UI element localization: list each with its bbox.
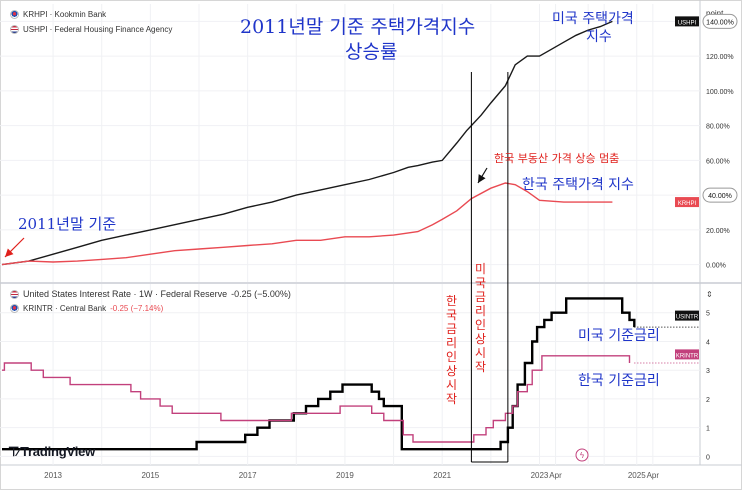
top-ytick-label: 80.00% <box>706 124 730 131</box>
bottom-ytick-label: 5 <box>706 311 710 318</box>
annotation-us-hike-vertical: 미국금리인상시작 <box>475 262 487 374</box>
annotation-title-line1: 2011년말 기준 주택가격지수 <box>240 16 476 38</box>
annotation-kr-hike-vertical: 한국 금리인상 시작 <box>446 294 458 406</box>
bottom-ytick-label: 4 <box>706 339 710 346</box>
arrow-base-2011-head <box>5 248 14 257</box>
xtick-label: 2013 <box>44 471 62 480</box>
step-line-krintr <box>2 355 631 443</box>
krintr-price-tag: KRINTR <box>676 353 699 359</box>
legend-value-usintr: -0.25 (−5.00%) <box>231 289 291 299</box>
tradingview-logo-icon: ⊤⁄ <box>8 444 19 459</box>
krhpi-last-value: 40.00% <box>708 193 732 200</box>
us-flag-icon <box>10 289 19 299</box>
annotation-kr-index: 한국 주택가격 지수 <box>522 177 634 193</box>
bottom-ytick-label: 3 <box>706 368 710 375</box>
top-ytick-label: 20.00% <box>706 228 730 235</box>
top-ytick-label: 100.00% <box>706 89 734 96</box>
usintr-price-tag: USINTR <box>676 315 699 321</box>
top-ytick-label: 0.00% <box>706 263 726 270</box>
xtick-label: 2025 <box>628 471 646 480</box>
annotation-us-index-line2: 지수 <box>586 29 612 45</box>
xtick-label: 2023 <box>531 471 549 480</box>
bottom-ytick-label: 2 <box>706 397 710 404</box>
ushpi-price-tag: USHPI <box>678 20 697 26</box>
series-line-krhpi <box>1 182 613 266</box>
xtick-label: Apr <box>647 471 660 480</box>
xtick-label: 2015 <box>141 471 159 480</box>
tradingview-logo: ⊤⁄ TradingView <box>8 444 95 460</box>
legend-label-ushpi: USHPI · Federal Housing Finance Agency <box>23 25 173 34</box>
expand-panel-icon: ⇕ <box>706 290 713 299</box>
top-ytick-label: 120.00% <box>706 54 734 61</box>
annotation-us-index-line1: 미국 주택가격 <box>552 11 634 27</box>
legend-row-usintr[interactable]: United States Interest Rate · 1W · Feder… <box>10 289 291 299</box>
legend-label-krintr: KRINTR · Central Bank <box>23 304 107 313</box>
xtick-label: 2021 <box>433 471 451 480</box>
y-axis-unit-label: point <box>706 9 724 18</box>
ushpi-last-value: 140.00% <box>706 19 734 26</box>
annotation-kr-rate: 한국 기준금리 <box>578 373 660 389</box>
ushpi-last-value-bg <box>702 13 738 29</box>
xtick-label: 2017 <box>239 471 257 480</box>
krhpi-price-tag-bg <box>675 197 699 208</box>
krhpi-last-value-bg <box>702 187 738 203</box>
lightning-icon <box>575 448 589 462</box>
lightning-icon-glyph: ϟ <box>579 451 584 460</box>
us-flag-icon <box>10 25 19 34</box>
series-line-ushpi <box>1 20 613 266</box>
krintr-price-tag-bg <box>675 349 699 360</box>
bottom-ytick-label: 1 <box>706 426 710 433</box>
legend-row-krhpi[interactable]: KRHPI · Kookmin Bank <box>10 10 106 19</box>
annotation-us-rate: 미국 기준금리 <box>578 328 660 344</box>
annotation-base-2011: 2011년말 기준 <box>18 215 117 233</box>
ushpi-price-tag-bg <box>675 16 699 27</box>
legend-row-krintr[interactable]: KRINTR · Central Bank -0.25 (−7.14%) <box>10 304 163 313</box>
usintr-price-tag-bg <box>675 310 699 321</box>
annotation-kr-peak: 한국 부동산 가격 상승 멈춤 <box>494 152 620 165</box>
annotation-title-line2: 상승률 <box>345 41 398 63</box>
bottom-ytick-label: 0 <box>706 454 710 461</box>
korea-flag-icon <box>10 304 19 313</box>
arrow-kr-peak-head <box>478 174 486 183</box>
series-layer <box>1 20 700 451</box>
xtick-label: 2019 <box>336 471 354 480</box>
xtick-label: Apr <box>549 471 562 480</box>
legend-label-usintr: United States Interest Rate · 1W · Feder… <box>23 289 228 299</box>
overlay-layer <box>4 72 509 463</box>
tradingview-logo-text: TradingView <box>20 444 96 459</box>
top-ytick-label: 60.00% <box>706 158 730 165</box>
krhpi-price-tag: KRHPI <box>678 201 697 207</box>
legend-row-ushpi[interactable]: USHPI · Federal Housing Finance Agency <box>10 25 172 34</box>
legend-label-krhpi: KRHPI · Kookmin Bank <box>23 10 107 19</box>
korea-flag-icon <box>10 10 19 19</box>
axis-layer: 0.00% 20.00% 40.00% 60.00% 80.00% 100.00% 120.… <box>44 9 738 480</box>
legend-value-krintr: -0.25 (−7.14%) <box>110 304 164 313</box>
